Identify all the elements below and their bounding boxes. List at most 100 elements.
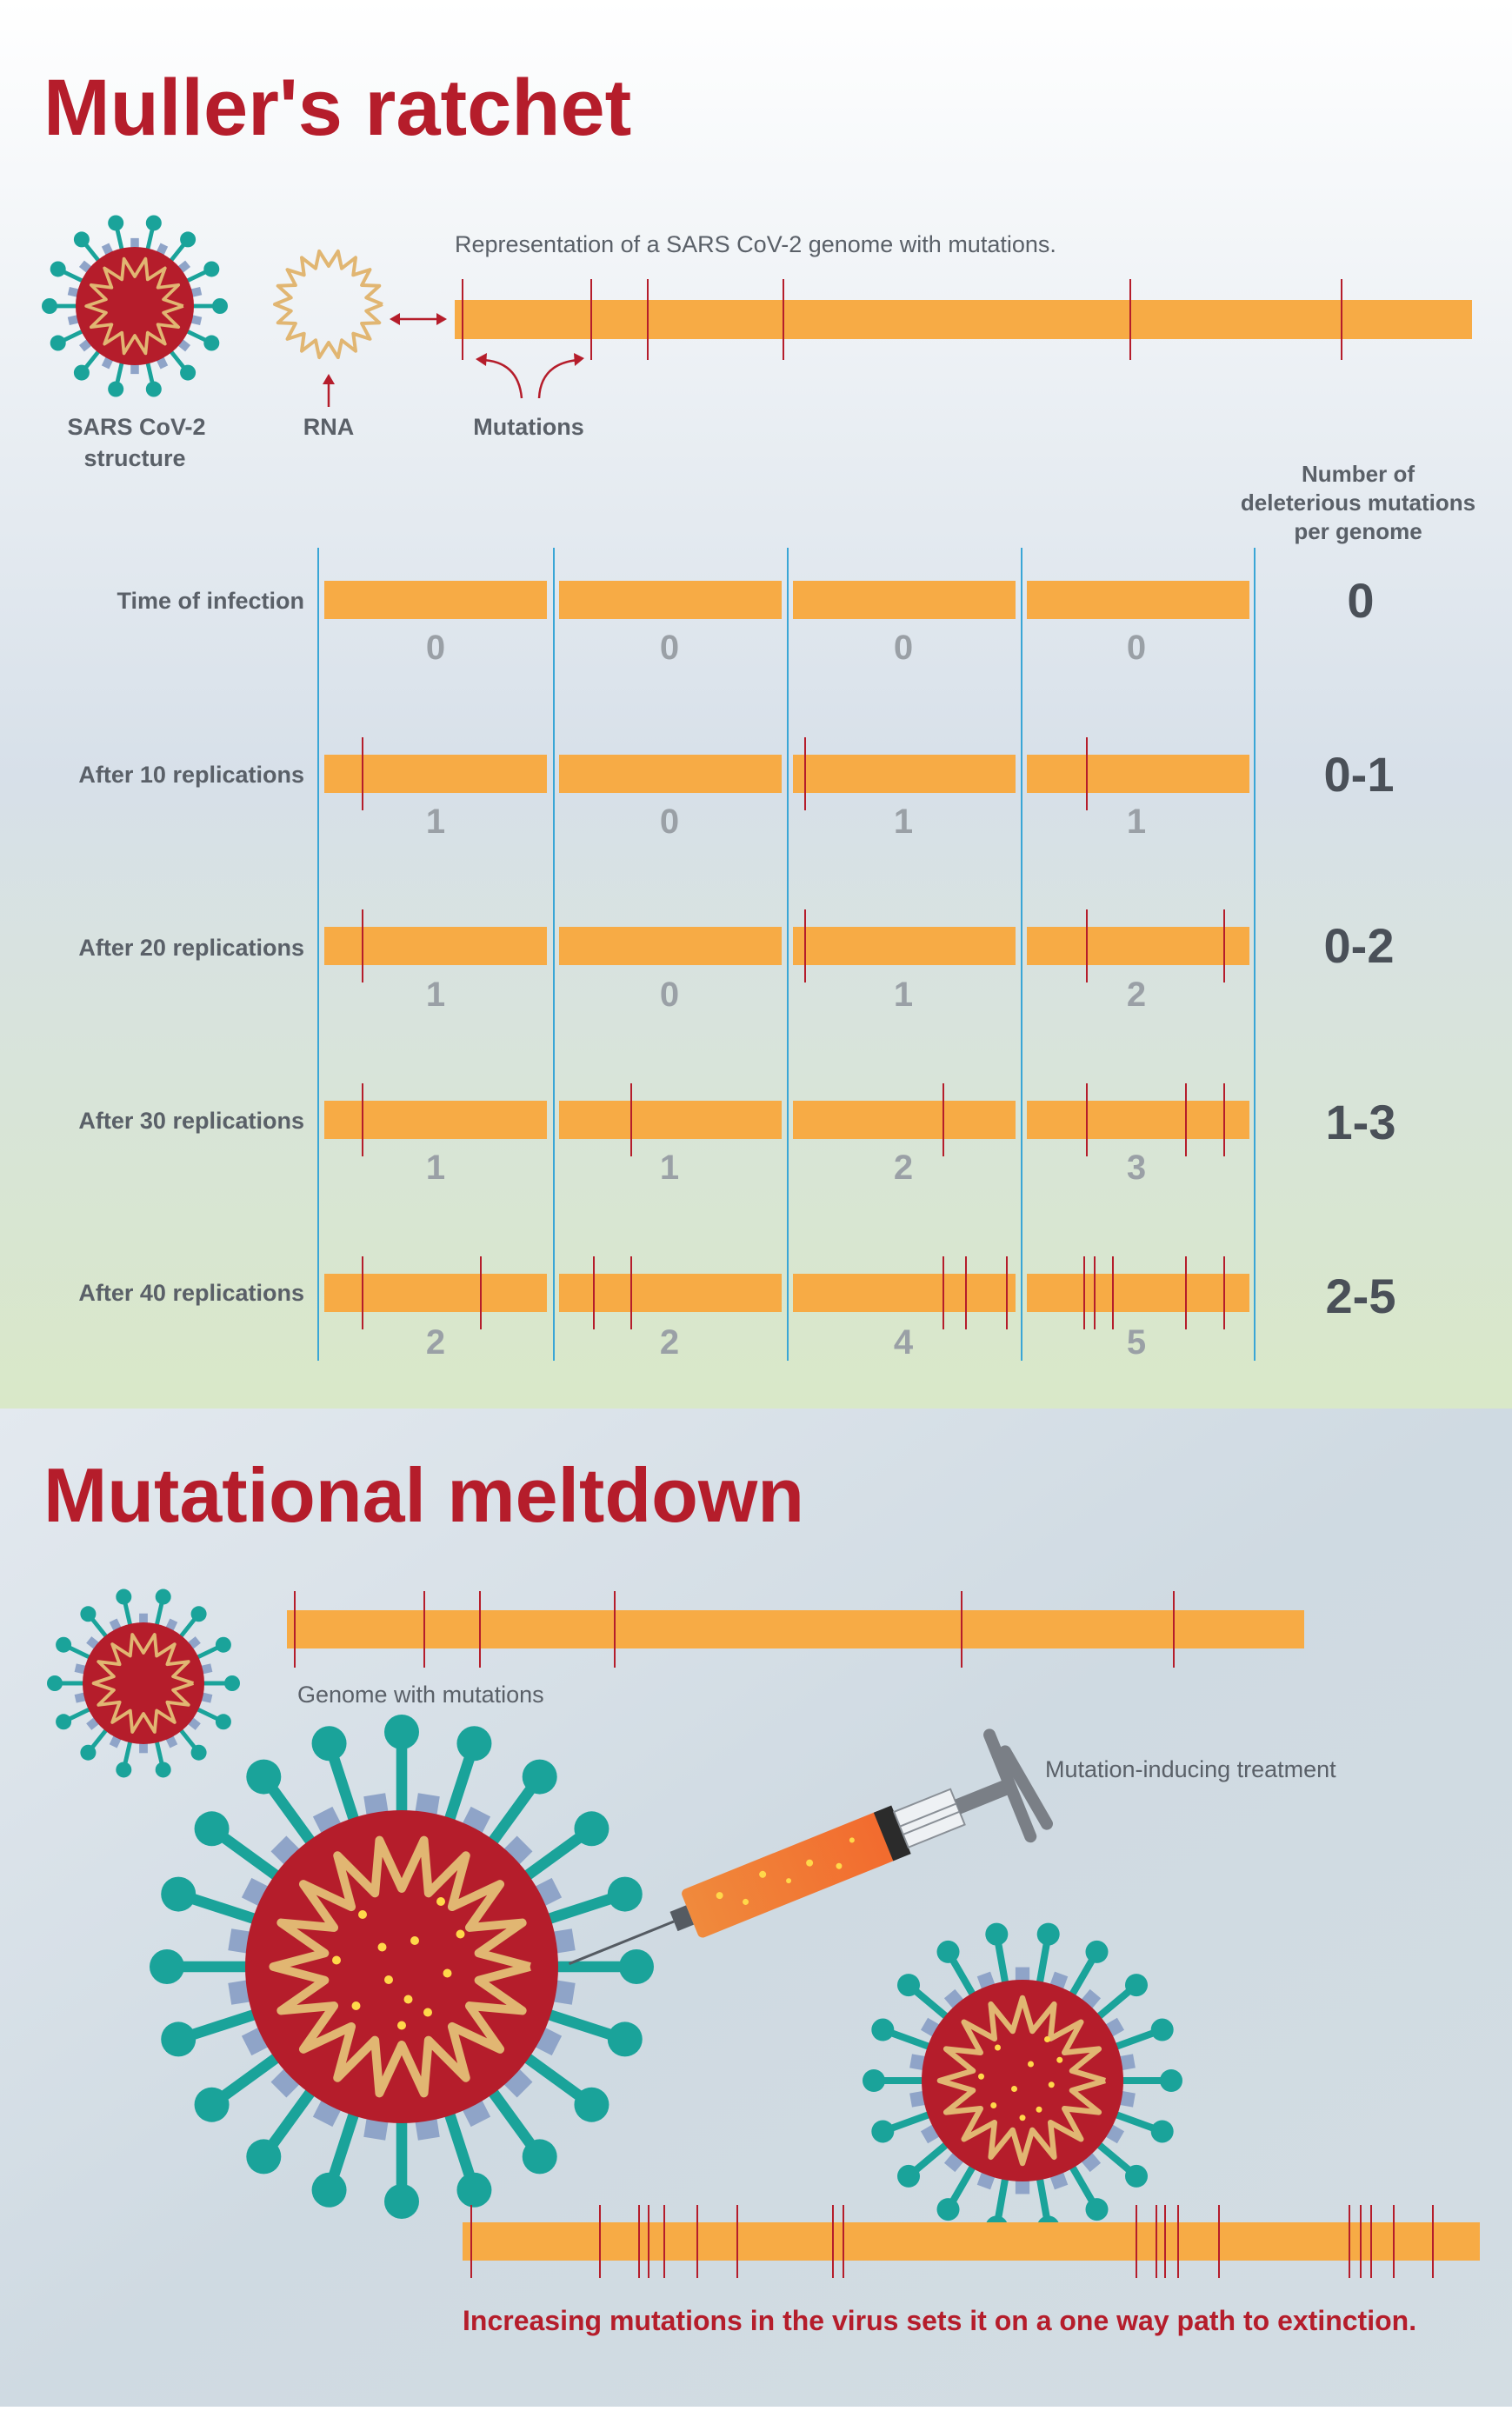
spike-knob [1036, 1922, 1060, 1946]
conclusion-text: Increasing mutations in the virus sets i… [463, 2305, 1416, 2336]
genome-segment [324, 1274, 547, 1312]
rna-strand [273, 249, 383, 360]
virus-label-line2: structure [83, 445, 185, 471]
spike-knob [1150, 2018, 1174, 2041]
row-label-after-10-replications: After 10 replications [78, 762, 304, 788]
spike-knob [155, 1762, 171, 1778]
genome-segment [324, 1101, 547, 1139]
genome-segment [1027, 581, 1249, 619]
mutation-dot [358, 1910, 367, 1919]
column-dividers [317, 548, 1256, 1361]
mutation-count: 2 [1127, 976, 1146, 1014]
mutation-range: 0-1 [1324, 747, 1395, 802]
rna-strand [84, 256, 184, 356]
mutation-dot [456, 1929, 465, 1939]
mutation-count: 0 [660, 803, 679, 841]
genome-segment [324, 927, 547, 965]
mutation-count: 1 [426, 976, 445, 1014]
genome-segment [463, 2222, 1480, 2261]
genome-segment [1027, 755, 1249, 793]
genome-segment [324, 581, 547, 619]
virus-body [245, 1810, 558, 2123]
column-header-line3: per genome [1294, 518, 1422, 544]
rna-arrowhead-icon [323, 374, 335, 384]
spike-knob [47, 1675, 63, 1691]
row-label-time-of-infection: Time of infection [117, 588, 304, 614]
spike-knob [190, 1744, 207, 1761]
spike-knob [212, 298, 228, 314]
rna-icon [273, 249, 383, 360]
genome-segment [1027, 1274, 1249, 1312]
double-arrow-icon [390, 313, 447, 325]
spike-knob [607, 2021, 643, 2057]
genome-segment [559, 1101, 782, 1139]
mutation-dot [410, 1936, 419, 1945]
spike-knob [203, 261, 220, 277]
spike-knob [116, 1588, 132, 1605]
spike-knob [116, 1762, 132, 1778]
column-header-line2: deleterious mutations [1241, 490, 1475, 516]
spike-knob [203, 335, 220, 351]
mutation-dot [1044, 2036, 1050, 2042]
spike-knob [863, 2069, 885, 2092]
genome-caption: Representation of a SARS CoV-2 genome wi… [455, 231, 1056, 257]
mutations-label: Mutations [473, 414, 584, 440]
mutation-dot [1056, 2056, 1063, 2063]
mutation-count: 0 [426, 629, 445, 667]
spike-knob [145, 215, 162, 231]
sars-cov-2-structure-icon [42, 215, 228, 397]
row-genomes-after-40-replications [324, 1256, 1249, 1329]
mutation-dot [1011, 2086, 1017, 2092]
spike-base [130, 237, 139, 250]
spike-knob [108, 381, 124, 397]
genome-segment [793, 927, 1016, 965]
spike-knob [456, 2172, 492, 2208]
spike-knob [42, 298, 57, 314]
spike-knob [108, 215, 124, 231]
mutation-count: 5 [1127, 1323, 1146, 1362]
syringe-icon [568, 1728, 1037, 1966]
spike-knob [50, 261, 66, 277]
mutation-dot [436, 1897, 445, 1906]
row-label-after-20-replications: After 20 replications [78, 935, 304, 961]
spike-knob [871, 2018, 895, 2041]
row-genomes-after-20-replications [324, 909, 1249, 982]
spike-base [139, 1742, 148, 1754]
spike-knob [1085, 2198, 1109, 2221]
mutations-arrows-icon [476, 353, 584, 399]
mutation-dot [351, 2001, 361, 2010]
mutation-dot [403, 1995, 413, 2004]
spike-knob [215, 1714, 231, 1730]
spike-knob [215, 1636, 231, 1653]
spike-knob [311, 1726, 347, 1762]
mutation-dot [995, 2044, 1001, 2051]
genome-segment [1027, 1101, 1249, 1139]
rna-strand [91, 1633, 195, 1734]
genome-segment [559, 581, 782, 619]
spike-knob [936, 2198, 960, 2221]
spike-knob [190, 1606, 207, 1622]
spike-knob [1085, 1940, 1109, 1963]
spike-knob [936, 1940, 960, 1963]
spike-knob [150, 1949, 184, 1984]
spike-knob [73, 364, 90, 381]
spike-knob [180, 231, 196, 248]
treatment-label: Mutation-inducing treatment [1045, 1756, 1336, 1782]
spike-knob [1160, 2069, 1182, 2092]
spike-knob [155, 1588, 171, 1605]
row-genomes-time-of-infection [324, 581, 1249, 619]
mutation-range: 0 [1347, 573, 1374, 628]
mutation-dot [423, 2008, 432, 2017]
genome-segment [793, 755, 1016, 793]
spike-knob [80, 1744, 97, 1761]
plunger-end-icon [999, 1745, 1053, 1830]
spike-knob [56, 1714, 72, 1730]
spike-knob [1124, 2164, 1148, 2188]
spike-knob [522, 1759, 557, 1795]
genome-segment [793, 581, 1016, 619]
mutation-count: 0 [894, 629, 913, 667]
mutation-dot [1019, 2115, 1026, 2121]
mutation-dot [1036, 2106, 1042, 2113]
virus-body [76, 247, 194, 365]
